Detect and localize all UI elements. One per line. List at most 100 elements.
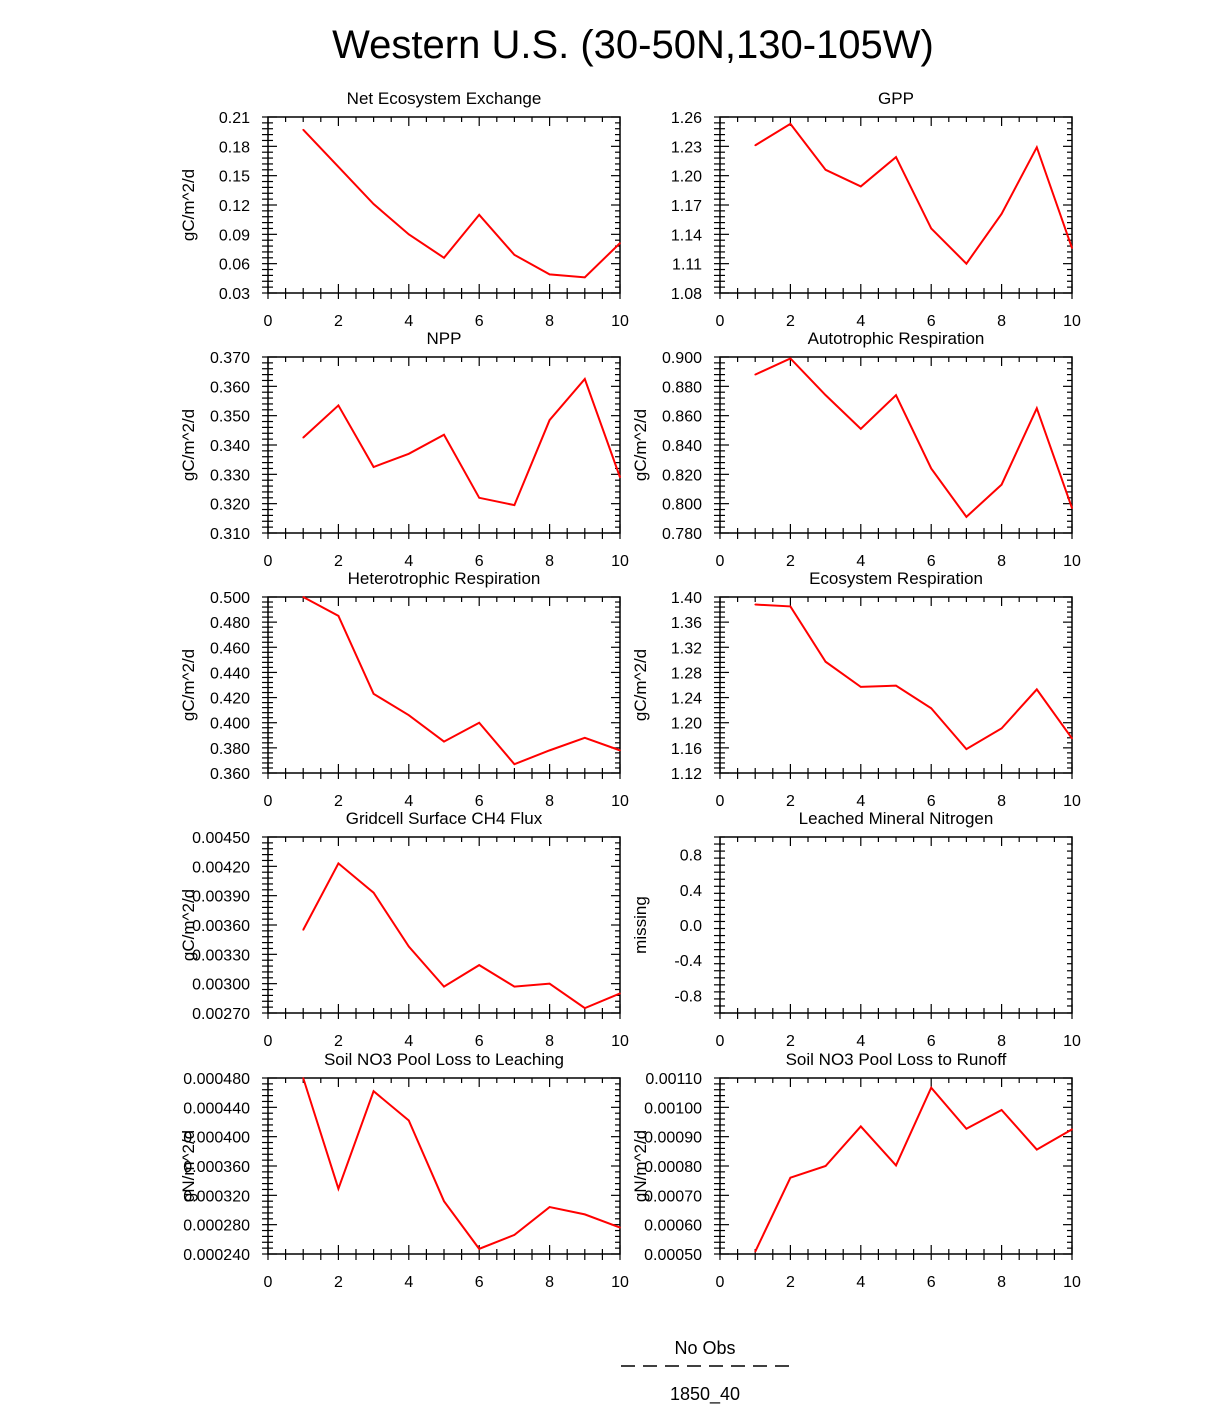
panel-9-xtick-label: 0 bbox=[264, 1274, 273, 1291]
panel-10-ylabel: gN/m^2/d bbox=[631, 1130, 650, 1202]
panel-4-ytick-label: 0.840 bbox=[662, 438, 702, 455]
panel-5-xtick-label: 2 bbox=[334, 793, 343, 810]
panel-3-ytick-label: 0.340 bbox=[210, 438, 250, 455]
panel-1-ytick-label: 0.12 bbox=[219, 198, 250, 215]
panel-8-frame bbox=[719, 836, 1073, 1014]
panel-1: Net Ecosystem Exchange gC/m^2/d 0 2 4 6 8 10 0.0… bbox=[179, 89, 629, 330]
panel-6-ytick-label: 1.28 bbox=[671, 665, 702, 682]
panel-7: Gridcell Surface CH4 Flux gC/m^2/d 0 2 4 6 8 10… bbox=[179, 809, 629, 1050]
panel-5-ytick-label: 0.400 bbox=[210, 716, 250, 733]
panel-10-data-point bbox=[965, 1127, 968, 1130]
panel-9-ticks bbox=[262, 1077, 621, 1260]
panel-6-data-point bbox=[754, 603, 756, 606]
panel-3-xtick-label: 2 bbox=[334, 553, 343, 570]
panel-3-ytick-label: 0.330 bbox=[210, 467, 250, 484]
panel-5-data-point bbox=[478, 721, 481, 724]
panel-7-ytick-label: 0.00390 bbox=[192, 889, 250, 906]
panel-10-data-point bbox=[930, 1086, 932, 1089]
figure-title: Western U.S. (30-50N,130-105W) bbox=[332, 23, 934, 67]
panel-6-data-point bbox=[930, 707, 932, 710]
panel-7-xtick-label: 0 bbox=[264, 1033, 273, 1050]
panel-1-data-point bbox=[548, 273, 551, 276]
panel-10-ytick-label: 0.00060 bbox=[644, 1218, 702, 1235]
panel-8-ytick-label: 0.4 bbox=[680, 883, 702, 900]
panel-9-frame bbox=[267, 1077, 621, 1255]
panel-10-xtick-label: 8 bbox=[997, 1274, 1006, 1291]
panel-7-data-point bbox=[548, 982, 551, 985]
panel-4-xtick-label: 10 bbox=[1063, 553, 1081, 570]
panel-10: Soil NO3 Pool Loss to Runoff gN/m^2/d 0 2 4 6… bbox=[631, 1050, 1081, 1291]
panel-3-title: NPP bbox=[427, 329, 462, 348]
panel-10-data-point bbox=[860, 1125, 862, 1128]
panel-8-ytick-label: -0.8 bbox=[674, 988, 702, 1005]
panel-2: GPP 0 2 4 6 8 10 1.08 1.11 1.14 1.17 1.20 1.23 1.26 bbox=[671, 89, 1081, 330]
panel-1-ytick-label: 0.09 bbox=[219, 227, 250, 244]
panel-9-series-line bbox=[302, 1077, 621, 1251]
panel-7-data-point bbox=[337, 862, 340, 865]
panel-4-title: Autotrophic Respiration bbox=[808, 329, 985, 348]
panel-7-xtick-label: 2 bbox=[334, 1033, 343, 1050]
panel-3-frame bbox=[267, 356, 621, 534]
panel-6-xtick-label: 2 bbox=[786, 793, 795, 810]
panel-5-data-point bbox=[548, 749, 551, 752]
panel-7-xtick-label: 6 bbox=[475, 1033, 484, 1050]
panel-7-ytick-label: 0.00450 bbox=[192, 830, 250, 847]
panel-2-ytick-label: 1.17 bbox=[671, 198, 702, 215]
panel-7-data-point bbox=[478, 964, 481, 966]
panel-10-data-point bbox=[824, 1165, 827, 1167]
panel-grid: Net Ecosystem Exchange gC/m^2/d 0 2 4 6 8 10 0.0… bbox=[179, 89, 1081, 1291]
panel-4-data-point bbox=[754, 373, 756, 376]
panel-3-data-point bbox=[302, 436, 305, 439]
panel-10-ticks bbox=[714, 1077, 1073, 1260]
panel-7-data-point bbox=[408, 945, 410, 948]
panel-10-title: Soil NO3 Pool Loss to Runoff bbox=[786, 1050, 1007, 1069]
panel-3-xtick-label: 6 bbox=[475, 553, 484, 570]
panel-5-xtick-label: 4 bbox=[404, 793, 413, 810]
panel-6-ytick-label: 1.32 bbox=[671, 640, 702, 657]
panel-1-xtick-label: 8 bbox=[545, 313, 554, 330]
panel-7-xtick-label: 4 bbox=[404, 1033, 413, 1050]
panel-6-data-point bbox=[824, 660, 827, 663]
panel-9-ytick-label: 0.000360 bbox=[183, 1159, 250, 1176]
panel-10-ytick-label: 0.00070 bbox=[644, 1188, 702, 1205]
panel-2-data-point bbox=[895, 156, 897, 158]
panel-6-xtick-label: 4 bbox=[856, 793, 865, 810]
panel-1-ytick-label: 0.03 bbox=[219, 286, 250, 303]
panel-5-xtick-label: 6 bbox=[475, 793, 484, 810]
panel-3-data-point bbox=[372, 466, 375, 468]
panel-2-series-line bbox=[754, 122, 1073, 266]
panel-4: Autotrophic Respiration gC/m^2/d 0 2 4 6 8 10 0.… bbox=[631, 329, 1081, 570]
panel-5-ytick-label: 0.480 bbox=[210, 615, 250, 632]
panel-3-xtick-label: 0 bbox=[264, 553, 273, 570]
panel-2-xtick-label: 8 bbox=[997, 313, 1006, 330]
panel-8-ytick-label: 0.0 bbox=[680, 918, 702, 935]
panel-5-data-point bbox=[584, 737, 586, 739]
panel-9-data-point bbox=[337, 1187, 340, 1190]
panel-1-title: Net Ecosystem Exchange bbox=[347, 89, 542, 108]
panel-6-xtick-label: 0 bbox=[716, 793, 725, 810]
panel-3-ytick-label: 0.370 bbox=[210, 350, 250, 367]
panel-3-ytick-label: 0.310 bbox=[210, 526, 250, 543]
panel-4-ytick-label: 0.900 bbox=[662, 350, 702, 367]
panel-7-data-point bbox=[584, 1007, 586, 1009]
panel-1-xtick-label: 10 bbox=[611, 313, 629, 330]
panel-1-ytick-label: 0.18 bbox=[219, 139, 250, 156]
panel-3-xtick-label: 10 bbox=[611, 553, 629, 570]
panel-2-xtick-label: 10 bbox=[1063, 313, 1081, 330]
panel-9-ylabel: gN/m^2/d bbox=[179, 1130, 198, 1202]
panel-6-ytick-label: 1.24 bbox=[671, 691, 702, 708]
panel-8-title: Leached Mineral Nitrogen bbox=[799, 809, 994, 828]
panel-9-title: Soil NO3 Pool Loss to Leaching bbox=[324, 1050, 564, 1069]
panel-6-data-point bbox=[965, 748, 968, 750]
panel-2-data-point bbox=[754, 144, 756, 147]
panel-5-ytick-label: 0.460 bbox=[210, 640, 250, 657]
panel-9-data-point bbox=[619, 1226, 621, 1229]
panel-5-data-point bbox=[443, 740, 445, 743]
panel-2-data-point bbox=[860, 185, 862, 188]
panel-4-data-point bbox=[965, 516, 968, 518]
panel-6-ytick-label: 1.12 bbox=[671, 766, 702, 783]
panel-8-ticks bbox=[714, 836, 1073, 1019]
panel-7-title: Gridcell Surface CH4 Flux bbox=[346, 809, 543, 828]
panel-4-data-point bbox=[930, 467, 932, 470]
panel-3-data-point bbox=[478, 497, 481, 499]
